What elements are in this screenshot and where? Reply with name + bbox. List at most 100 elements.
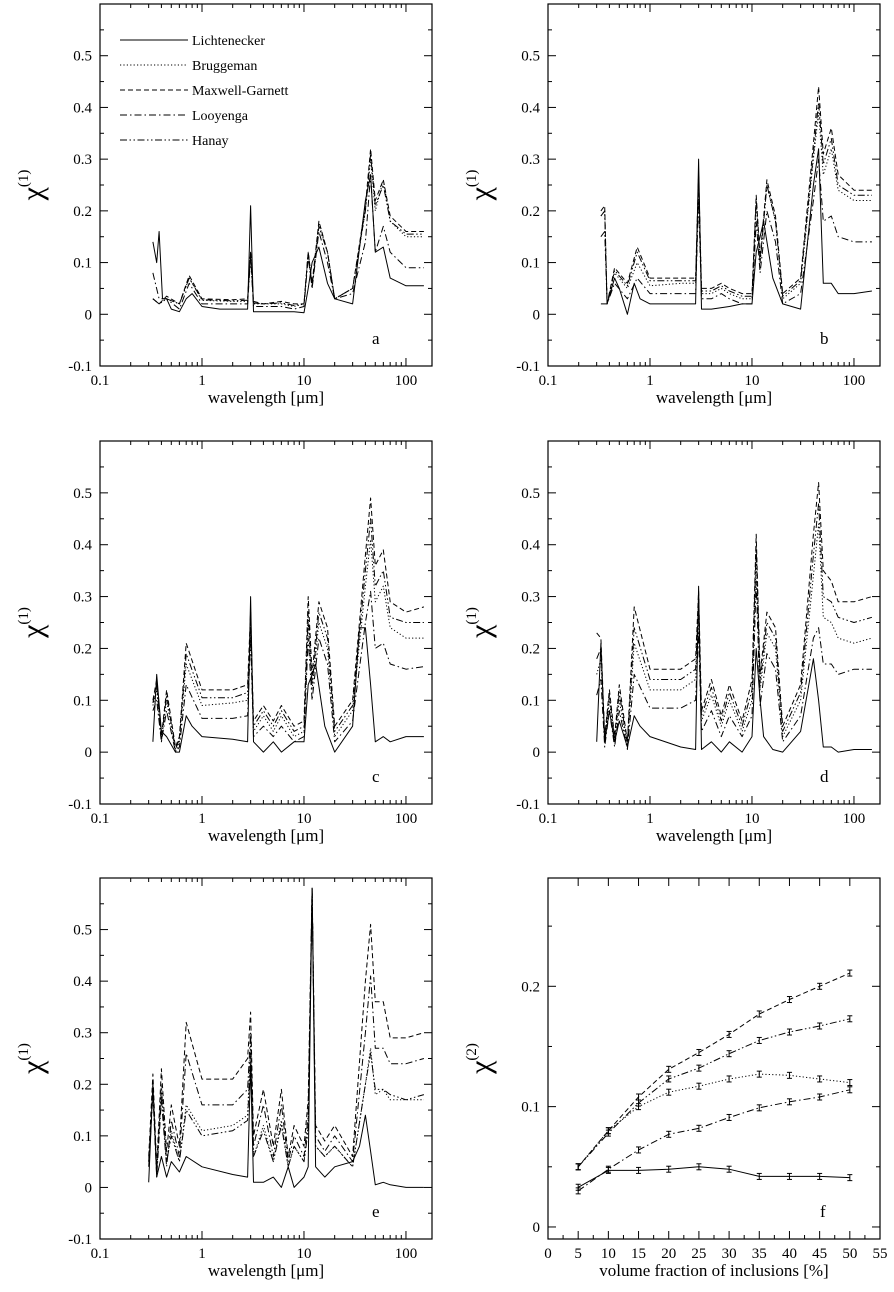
panel-label: a: [372, 329, 380, 348]
series-line-hanay: [577, 1018, 850, 1168]
y-tick-label: 0.2: [73, 204, 92, 220]
series-line-bruggeman: [152, 539, 424, 753]
y-tick-label: 0.1: [73, 693, 92, 709]
y-tick-label: 0.4: [521, 100, 540, 116]
y-axis-label: χ(1): [16, 607, 49, 639]
legend-label: Bruggeman: [192, 59, 257, 74]
legend-label: Lichtenecker: [192, 34, 265, 49]
x-tick-label: 45: [812, 1246, 827, 1262]
y-tick-label: 0.4: [73, 100, 92, 116]
y-tick-label: 0.5: [521, 486, 540, 502]
series-line-bruggeman: [148, 887, 424, 1173]
error-bar: [666, 1088, 672, 1096]
series-line-hanay: [152, 518, 424, 750]
y-tick-label: 0.1: [521, 693, 540, 709]
error-bar: [786, 1071, 792, 1079]
error-bar: [575, 1187, 581, 1195]
error-bar: [696, 1064, 702, 1072]
series-line-bruggeman: [596, 523, 873, 748]
series-line-hanay: [596, 502, 873, 745]
y-tick-label: 0.3: [521, 590, 540, 606]
series-group-e: [148, 887, 425, 1188]
x-tick-label: 100: [395, 373, 418, 389]
y-tick-label: 0.4: [73, 538, 92, 554]
panel-label: b: [820, 329, 829, 348]
x-tick-label: 1: [198, 373, 206, 389]
error-bar: [817, 1172, 823, 1180]
y-tick-label: 0.3: [73, 152, 92, 168]
series-line-looyenga: [577, 1089, 850, 1192]
series-line-looyenga: [600, 158, 872, 305]
y-tick-label: 0.1: [73, 1129, 92, 1145]
error-bar: [666, 1065, 672, 1073]
error-bar: [575, 1163, 581, 1171]
y-axis-label: χ(1): [464, 170, 497, 202]
y-tick-label: 0.3: [73, 1026, 92, 1042]
series-line-maxwell-garnett: [600, 86, 872, 305]
error-bar: [756, 1070, 762, 1078]
x-tick-label: 25: [691, 1246, 706, 1262]
error-bar: [817, 1093, 823, 1101]
panel-b: 0.1 1 10 100 -0.1 0 0.1 0.2 0.3 0.4 0.5 wavelength …: [464, 3, 881, 407]
error-bar: [756, 1172, 762, 1180]
x-tick-label: 10: [744, 373, 759, 389]
error-bar: [696, 1124, 702, 1132]
x-axis-label: volume fraction of inclusions [%]: [599, 1261, 828, 1280]
x-tick-label: 100: [395, 1246, 418, 1262]
x-axis-label: wavelength [μm]: [656, 388, 772, 407]
y-tick-label: -0.1: [516, 797, 540, 813]
y-tick-label: 0.5: [73, 49, 92, 65]
y-tick-label: 0.2: [521, 641, 540, 657]
series-group-d: [596, 482, 873, 753]
y-axis-label: χ(1): [16, 1043, 49, 1075]
x-tick-label: 55: [873, 1246, 888, 1262]
y-axis-label-superscript: (1): [16, 607, 32, 625]
y-axis-label: χ(1): [16, 170, 49, 202]
x-tick-label: 0.1: [539, 811, 558, 827]
y-tick-label: -0.1: [68, 359, 92, 375]
series-line-hanay: [600, 101, 872, 305]
y-tick-label: 0.2: [73, 1077, 92, 1093]
y-tick-label: -0.1: [68, 797, 92, 813]
y-axis-label-main: χ: [464, 624, 497, 639]
error-bar: [726, 1113, 732, 1121]
y-tick-label: 0: [85, 745, 93, 761]
panel-label: e: [372, 1202, 380, 1221]
x-tick-label: 10: [296, 373, 311, 389]
series-line-lichtenecker: [596, 585, 872, 753]
series-line-maxwell-garnett: [596, 482, 873, 743]
error-bar: [817, 982, 823, 990]
y-axis-label-main: χ: [464, 186, 497, 201]
error-bar: [756, 1010, 762, 1018]
legend-label: Looyenga: [192, 109, 249, 124]
error-bar: [847, 1079, 853, 1087]
x-tick-label: 40: [782, 1246, 797, 1262]
y-tick-label: 0.2: [521, 204, 540, 220]
error-bar: [726, 1030, 732, 1038]
y-axis-label-main: χ: [16, 186, 49, 201]
panel-d: 0.1 1 10 100 -0.1 0 0.1 0.2 0.3 0.4 0.5 wavelength …: [464, 440, 881, 845]
series-line-maxwell-garnett: [152, 497, 425, 748]
x-tick-label: 0.1: [91, 1246, 110, 1262]
y-tick-label: 0.1: [521, 1100, 540, 1116]
series-line-bruggeman: [152, 158, 424, 307]
y-axis-label-superscript: (2): [464, 1043, 480, 1061]
error-bar: [786, 996, 792, 1004]
error-bar: [817, 1022, 823, 1030]
error-bar: [666, 1130, 672, 1138]
x-tick-label: 10: [744, 811, 759, 827]
error-bar: [817, 1075, 823, 1083]
y-axis-label-superscript: (1): [16, 1043, 32, 1061]
y-axis-label: χ(1): [464, 607, 497, 639]
error-bar: [847, 1086, 853, 1094]
y-axis-label-superscript: (1): [464, 607, 480, 625]
error-bar: [696, 1048, 702, 1056]
error-bar: [636, 1146, 642, 1154]
series-line-lichtenecker: [152, 596, 424, 753]
x-tick-label: 1: [646, 373, 654, 389]
error-bar: [726, 1165, 732, 1173]
panel-f: 0 5 10 15 20 25 30 35 40 45 50 55 0 0.1 0.2 volume frac…: [464, 877, 888, 1280]
y-axis-label: χ(2): [464, 1043, 497, 1075]
x-tick-label: 1: [646, 811, 654, 827]
